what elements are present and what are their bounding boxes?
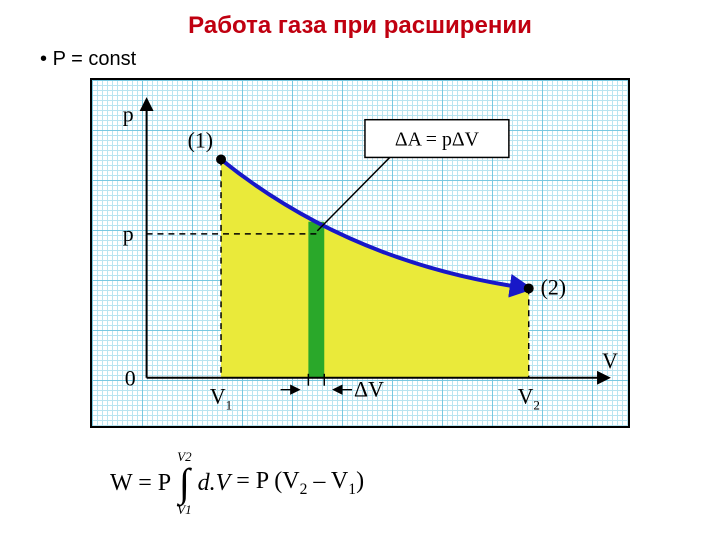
integral-icon: V2 ∫ V1	[177, 450, 191, 516]
pv-chart: ΔA = pΔV 0 p Vp (1) (2) V1 V2 ΔV	[90, 78, 630, 428]
rhs-mid: – V	[307, 468, 348, 494]
svg-text:(1): (1)	[188, 128, 213, 152]
svg-text:V: V	[602, 349, 618, 373]
rhs-pre: = P (V	[236, 468, 299, 494]
svg-text:ΔA = pΔV: ΔA = pΔV	[395, 129, 480, 151]
svg-text:V2: V2	[518, 385, 540, 413]
int-lower-sub: 1	[185, 502, 192, 517]
chart-svg: ΔA = pΔV 0 p Vp (1) (2) V1 V2 ΔV	[92, 80, 628, 427]
integrand: d.V	[198, 470, 231, 497]
svg-text:(2): (2)	[541, 275, 566, 299]
svg-text:V1: V1	[210, 385, 232, 413]
subtitle-bullet: P = const	[0, 40, 720, 71]
rhs-post: )	[356, 468, 364, 494]
int-lower: V	[177, 502, 185, 517]
rhs-s2: 1	[348, 480, 356, 497]
formula-lhs: W = P	[110, 470, 171, 497]
formula-rhs: = P (V2 – V1)	[236, 468, 364, 499]
page-title: Работа газа при расширении	[0, 0, 720, 40]
bottom-formula: W = P V2 ∫ V1 d.V = P (V2 – V1)	[110, 450, 364, 516]
svg-text:p: p	[123, 222, 134, 246]
svg-text:ΔV: ΔV	[354, 378, 384, 402]
svg-text:0: 0	[125, 367, 136, 391]
svg-text:p: p	[123, 103, 134, 127]
